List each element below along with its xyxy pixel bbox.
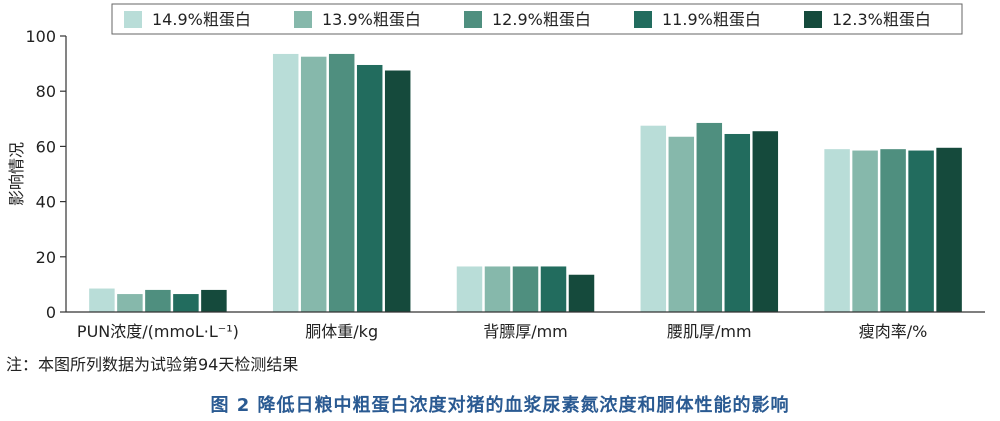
y-axis-title: 影响情况: [7, 142, 26, 206]
bar: [145, 289, 171, 312]
x-tick-label: 瘦肉率/%: [859, 322, 928, 341]
bar: [512, 266, 539, 312]
legend-swatch: [124, 11, 142, 28]
legend-swatch: [294, 11, 312, 28]
x-tick-label: 腰肌厚/mm: [667, 322, 752, 341]
legend-label: 12.3%粗蛋白: [832, 10, 931, 29]
legend: 14.9%粗蛋白 13.9%粗蛋白 12.9%粗蛋白 11.9%粗蛋白 12.3%粗蛋白: [111, 3, 963, 35]
bar: [936, 147, 962, 312]
y-tick-label: 60: [36, 137, 56, 156]
legend-label: 14.9%粗蛋白: [152, 10, 251, 29]
bar: [384, 70, 411, 312]
bar: [484, 266, 511, 312]
bar: [568, 274, 595, 312]
bar: [880, 149, 906, 312]
bar: [852, 150, 878, 312]
bar: [696, 122, 723, 312]
figure-caption: 图 2 降低日粮中粗蛋白浓度对猪的血浆尿素氮浓度和胴体性能的影响: [210, 395, 790, 416]
bar: [824, 149, 850, 312]
y-tick-label: 0: [46, 303, 56, 322]
y-tick-label: 20: [36, 248, 56, 267]
legend-swatch: [634, 11, 652, 28]
bar: [328, 53, 355, 312]
bar: [908, 150, 934, 312]
bar: [356, 64, 383, 312]
legend-label: 12.9%粗蛋白: [492, 10, 591, 29]
x-tick-label: 背膘厚/mm: [483, 322, 568, 341]
legend-label: 11.9%粗蛋白: [662, 10, 761, 29]
y-axis: 0 20 40 60 80 100 影响情况: [7, 27, 67, 322]
bar: [201, 289, 227, 312]
bars: [89, 53, 962, 313]
y-tick-label: 80: [36, 82, 56, 101]
chart-note: 注：本图所列数据为试验第94天检测结果: [6, 355, 299, 374]
legend-swatch: [804, 11, 822, 28]
bar: [300, 56, 327, 313]
bar: [640, 125, 667, 312]
y-tick-label: 100: [25, 27, 56, 46]
bar: [668, 136, 695, 312]
legend-swatch: [464, 11, 482, 28]
bar: [540, 266, 567, 312]
bar: [272, 53, 299, 312]
x-tick-label: 胴体重/kg: [305, 322, 378, 341]
bar-chart: 14.9%粗蛋白 13.9%粗蛋白 12.9%粗蛋白 11.9%粗蛋白 12.3%粗蛋白…: [7, 3, 985, 341]
bar: [724, 133, 751, 312]
x-tick-label: PUN浓度/(mmoL·L⁻¹): [77, 322, 239, 341]
bar: [456, 266, 483, 312]
x-axis: PUN浓度/(mmoL·L⁻¹) 胴体重/kg 背膘厚/mm 腰肌厚/mm 瘦肉率/%: [66, 311, 985, 341]
bar: [173, 294, 199, 312]
legend-label: 13.9%粗蛋白: [322, 10, 421, 29]
bar: [117, 294, 143, 312]
bar: [89, 288, 115, 312]
bar: [752, 131, 779, 312]
y-tick-label: 40: [36, 193, 56, 212]
